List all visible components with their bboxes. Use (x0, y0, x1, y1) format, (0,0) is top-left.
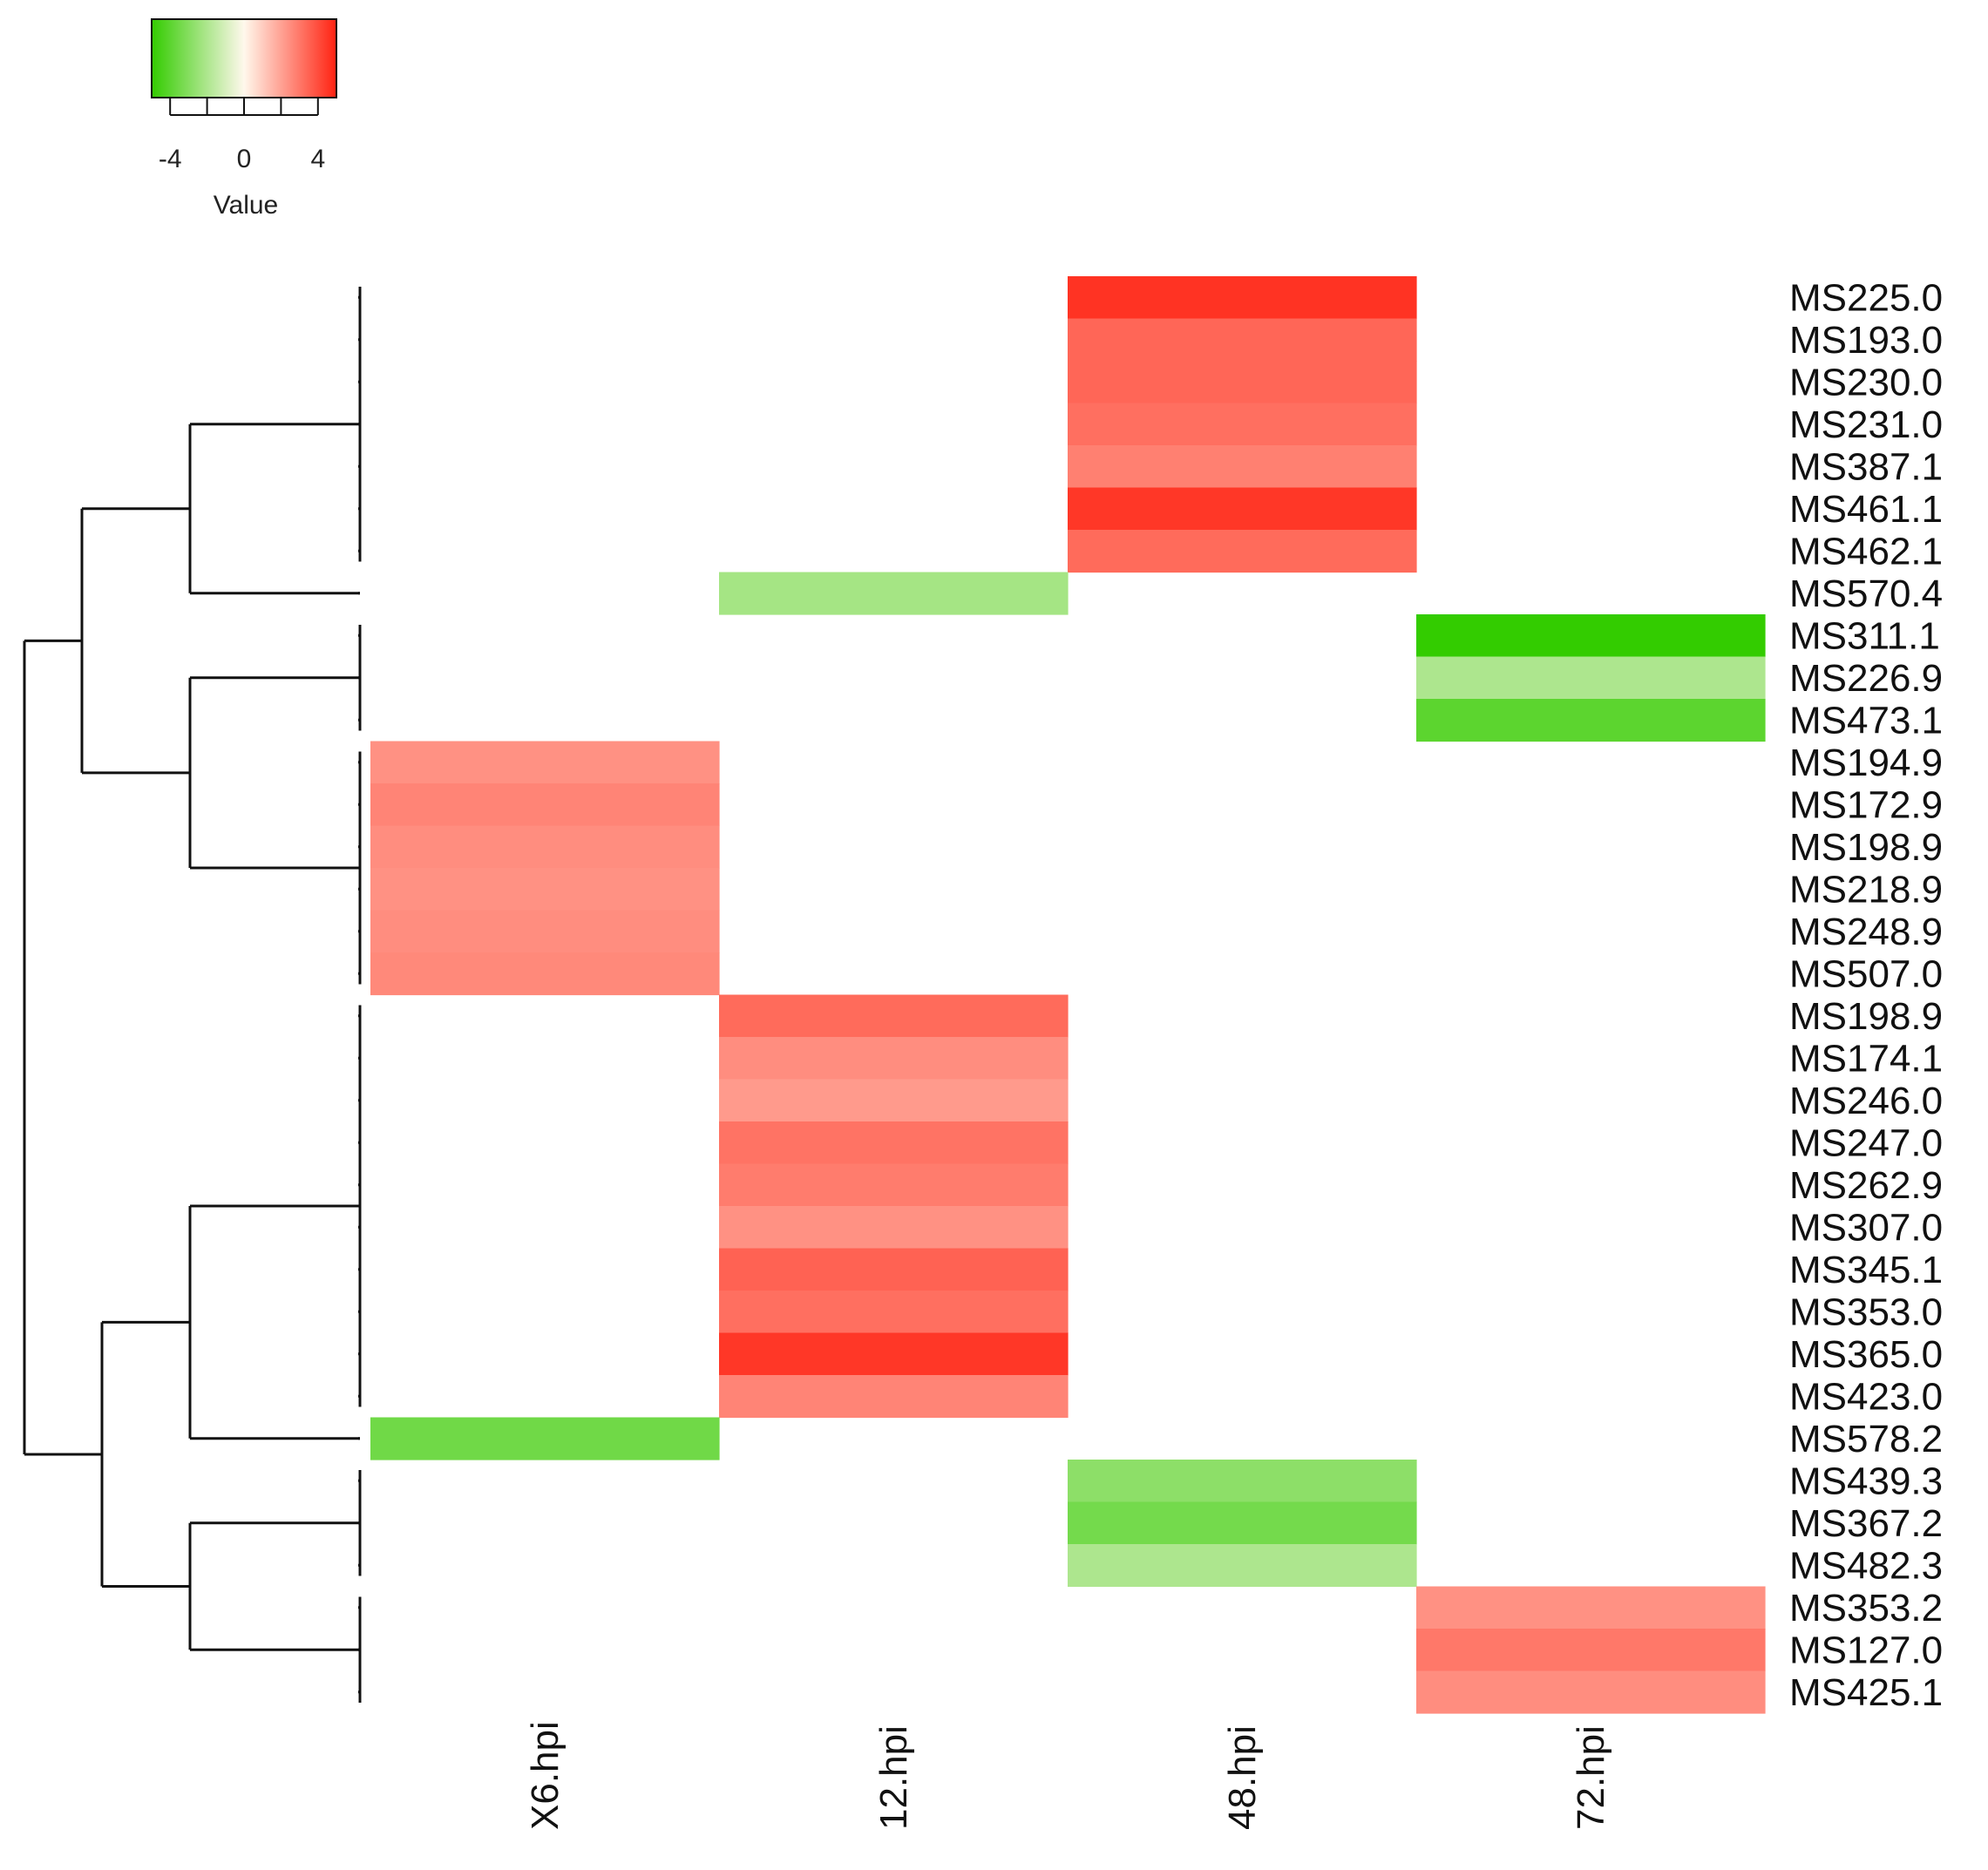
row-label: MS482.3 (1789, 1544, 1943, 1587)
row-label: MS578.2 (1789, 1418, 1943, 1460)
heatmap-cell (1068, 445, 1417, 489)
row-label: MS570.4 (1789, 573, 1943, 615)
color-key-title: Value (214, 191, 279, 220)
row-label: MS353.0 (1789, 1291, 1943, 1333)
row-label: MS226.9 (1789, 657, 1943, 700)
heatmap-cell (1068, 276, 1417, 320)
heatmap-cells (370, 276, 1766, 1714)
row-label: MS174.1 (1789, 1037, 1943, 1080)
heatmap-cell (719, 1291, 1069, 1334)
column-labels: X6.hpi 12.hpi 48.hpi 72.hpi (524, 1721, 1612, 1830)
heatmap-cell (719, 1375, 1069, 1419)
row-label: MS262.9 (1789, 1164, 1943, 1207)
heatmap-cell (370, 783, 720, 827)
heatmap-cell (370, 868, 720, 911)
row-label: MS225.0 (1789, 276, 1943, 319)
row-label: MS218.9 (1789, 868, 1943, 911)
heatmap-cell (1068, 361, 1417, 404)
row-label: MS246.0 (1789, 1080, 1943, 1122)
row-label: MS439.3 (1789, 1460, 1943, 1502)
heatmap-cell (719, 1206, 1069, 1250)
heatmap-cell (1416, 614, 1766, 658)
heatmap-cell (1416, 1629, 1766, 1672)
row-label: MS367.2 (1789, 1502, 1943, 1545)
row-label: MS230.0 (1789, 361, 1943, 403)
heatmap-cell (1416, 656, 1766, 700)
row-label: MS462.1 (1789, 530, 1943, 573)
row-label: MS507.0 (1789, 952, 1943, 995)
row-label: MS423.0 (1789, 1375, 1943, 1418)
row-label: MS247.0 (1789, 1121, 1943, 1164)
column-label: 12.hpi (872, 1725, 915, 1830)
row-label: MS193.0 (1789, 319, 1943, 362)
row-label: MS198.9 (1789, 995, 1943, 1038)
heatmap-cell (719, 1248, 1069, 1291)
row-dendrogram (23, 287, 362, 1703)
heatmap-cell (719, 1163, 1069, 1207)
heatmap-cell (1068, 487, 1417, 531)
row-labels: MS225.0MS193.0MS230.0MS231.0MS387.1MS461… (1789, 276, 1943, 1714)
heatmap-cell (370, 952, 720, 996)
heatmap-cell (370, 1417, 720, 1460)
row-label: MS127.0 (1789, 1629, 1943, 1671)
row-label: MS307.0 (1789, 1206, 1943, 1249)
column-label: 48.hpi (1221, 1725, 1264, 1830)
heatmap-cell (719, 1332, 1069, 1376)
heatmap-cell (1416, 1670, 1766, 1714)
heatmap-cell (1416, 699, 1766, 742)
row-label: MS387.1 (1789, 445, 1943, 488)
row-label: MS461.1 (1789, 488, 1943, 531)
heatmap-cell (719, 1079, 1069, 1122)
heatmap-cell (1068, 1501, 1417, 1545)
heatmap-cell (719, 1121, 1069, 1165)
heatmap-cell (370, 910, 720, 953)
row-label: MS365.0 (1789, 1333, 1943, 1376)
heatmap-cell (1068, 318, 1417, 362)
column-label: 72.hpi (1570, 1725, 1612, 1830)
color-key-tick-label: 0 (237, 145, 252, 173)
heatmap-cell (1416, 1586, 1766, 1629)
heatmap-cell (1068, 403, 1417, 446)
row-label: MS473.1 (1789, 699, 1943, 742)
heatmap-cell (1068, 530, 1417, 573)
row-label: MS311.1 (1789, 614, 1940, 657)
heatmap-cell (719, 994, 1069, 1038)
row-label: MS248.9 (1789, 911, 1943, 953)
color-key: -4 0 4 Value (151, 18, 337, 220)
row-label: MS194.9 (1789, 742, 1943, 784)
color-key-tick-label: -4 (159, 145, 182, 173)
row-label: MS231.0 (1789, 403, 1943, 446)
heatmap-cell (719, 572, 1069, 615)
color-key-tick-label: 4 (310, 145, 325, 173)
row-label: MS425.1 (1789, 1671, 1943, 1714)
color-key-gradient (151, 18, 337, 98)
heatmap-cell (370, 825, 720, 869)
row-label: MS172.9 (1789, 783, 1943, 826)
heatmap-cell (719, 1037, 1069, 1081)
row-label: MS345.1 (1789, 1249, 1943, 1291)
column-label: X6.hpi (524, 1721, 567, 1830)
heatmap-cell (370, 741, 720, 784)
heatmap-cell (1068, 1544, 1417, 1588)
heatmap-cell (1068, 1460, 1417, 1503)
row-label: MS353.2 (1789, 1587, 1943, 1629)
row-label: MS198.9 (1789, 826, 1943, 869)
